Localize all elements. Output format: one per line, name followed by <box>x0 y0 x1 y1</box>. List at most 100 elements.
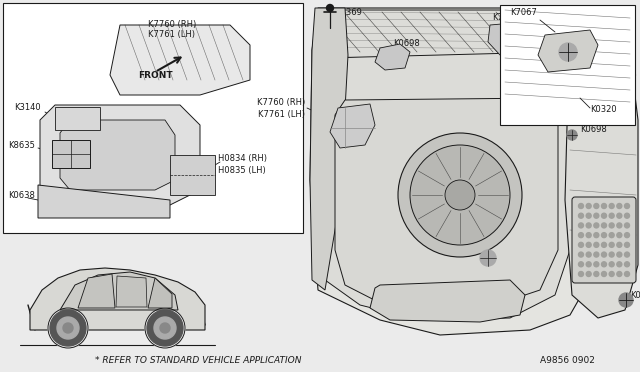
Text: K0638: K0638 <box>8 190 35 199</box>
Text: FRONT: FRONT <box>138 71 173 80</box>
Circle shape <box>586 223 591 228</box>
Polygon shape <box>375 44 410 70</box>
Circle shape <box>579 203 584 208</box>
Text: K0320: K0320 <box>590 105 616 114</box>
Text: K7067: K7067 <box>492 13 519 22</box>
Circle shape <box>602 203 607 208</box>
Circle shape <box>480 250 496 266</box>
Circle shape <box>625 223 630 228</box>
Circle shape <box>57 317 79 339</box>
Circle shape <box>579 223 584 228</box>
Circle shape <box>579 252 584 257</box>
Polygon shape <box>318 52 570 320</box>
Circle shape <box>625 232 630 238</box>
Circle shape <box>594 223 599 228</box>
Circle shape <box>617 252 622 257</box>
Text: K8635: K8635 <box>8 141 35 150</box>
Text: K0698: K0698 <box>580 125 607 135</box>
Circle shape <box>63 323 73 333</box>
Polygon shape <box>40 105 200 205</box>
Circle shape <box>602 242 607 247</box>
Circle shape <box>617 272 622 276</box>
Circle shape <box>579 242 584 247</box>
Circle shape <box>625 262 630 267</box>
Circle shape <box>594 272 599 276</box>
Circle shape <box>147 310 183 346</box>
Circle shape <box>160 323 170 333</box>
Circle shape <box>579 232 584 238</box>
Circle shape <box>617 262 622 267</box>
Polygon shape <box>488 22 535 55</box>
Text: * REFER TO STANDARD VEHICLE APPLICATION: * REFER TO STANDARD VEHICLE APPLICATION <box>95 356 301 365</box>
Circle shape <box>609 252 614 257</box>
Circle shape <box>594 213 599 218</box>
Polygon shape <box>335 98 558 310</box>
Circle shape <box>617 242 622 247</box>
Circle shape <box>594 262 599 267</box>
Circle shape <box>602 223 607 228</box>
Circle shape <box>48 308 88 348</box>
Circle shape <box>609 242 614 247</box>
Circle shape <box>154 317 176 339</box>
Circle shape <box>579 272 584 276</box>
Polygon shape <box>60 272 178 310</box>
Circle shape <box>586 203 591 208</box>
Circle shape <box>602 232 607 238</box>
Text: K0715: K0715 <box>630 292 640 301</box>
Polygon shape <box>170 155 215 195</box>
Polygon shape <box>148 278 172 308</box>
Circle shape <box>625 242 630 247</box>
Text: K0760: K0760 <box>492 262 519 271</box>
Polygon shape <box>78 274 115 308</box>
Circle shape <box>617 213 622 218</box>
Text: K7067: K7067 <box>510 8 537 17</box>
Circle shape <box>609 223 614 228</box>
Polygon shape <box>370 280 525 322</box>
Bar <box>3 3 303 233</box>
Polygon shape <box>110 25 250 95</box>
Text: K1926: K1926 <box>488 290 515 299</box>
Circle shape <box>579 262 584 267</box>
Circle shape <box>602 272 607 276</box>
Polygon shape <box>30 268 205 330</box>
Circle shape <box>609 262 614 267</box>
Text: K3140: K3140 <box>14 103 40 112</box>
Text: H0835 (LH): H0835 (LH) <box>218 166 266 174</box>
Text: K0698: K0698 <box>393 39 420 48</box>
Polygon shape <box>55 107 100 130</box>
Circle shape <box>602 252 607 257</box>
Polygon shape <box>52 140 90 168</box>
Circle shape <box>609 203 614 208</box>
Circle shape <box>625 272 630 276</box>
Polygon shape <box>310 8 590 335</box>
Text: K7760 (RH): K7760 (RH) <box>257 97 305 106</box>
Circle shape <box>602 262 607 267</box>
Circle shape <box>410 145 510 245</box>
Circle shape <box>586 213 591 218</box>
Text: K7760 (RH): K7760 (RH) <box>148 20 196 29</box>
Text: K7761 (LH): K7761 (LH) <box>148 30 195 39</box>
Circle shape <box>145 308 185 348</box>
Polygon shape <box>310 8 348 290</box>
Polygon shape <box>318 10 572 65</box>
Circle shape <box>594 232 599 238</box>
Circle shape <box>586 262 591 267</box>
Circle shape <box>594 242 599 247</box>
Polygon shape <box>565 40 638 318</box>
Polygon shape <box>330 104 375 148</box>
Polygon shape <box>60 120 175 190</box>
Bar <box>500 5 635 125</box>
Circle shape <box>609 272 614 276</box>
Text: K3369: K3369 <box>335 8 362 17</box>
Circle shape <box>586 242 591 247</box>
Circle shape <box>617 203 622 208</box>
Circle shape <box>609 232 614 238</box>
Polygon shape <box>38 185 170 218</box>
Circle shape <box>579 213 584 218</box>
Circle shape <box>602 213 607 218</box>
Circle shape <box>586 232 591 238</box>
Circle shape <box>619 293 633 307</box>
Circle shape <box>50 310 86 346</box>
Circle shape <box>609 213 614 218</box>
Circle shape <box>594 203 599 208</box>
